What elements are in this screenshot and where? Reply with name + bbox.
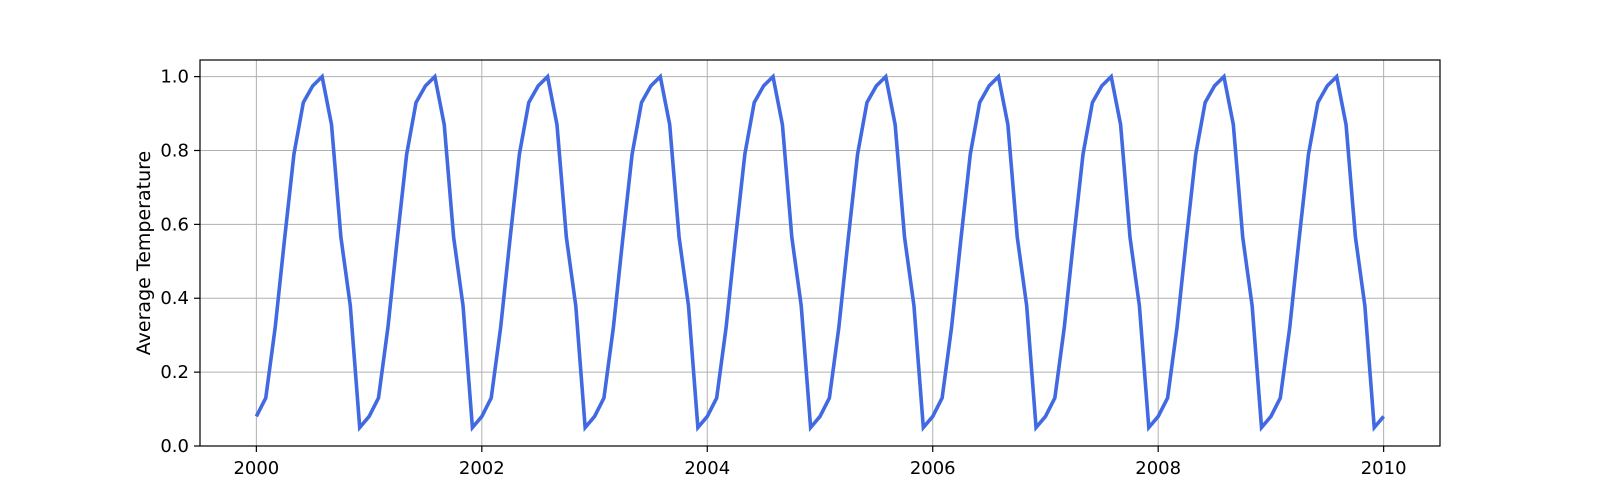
y-tick-label: 0.8 — [160, 140, 189, 161]
y-tick-label: 0.2 — [160, 362, 189, 383]
x-tick-label: 2010 — [1361, 458, 1407, 479]
y-tick-label: 0.6 — [160, 214, 189, 235]
x-axis: 2000 2002 2004 2006 2008 2010 — [233, 446, 1407, 479]
series-layer — [254, 72, 1386, 433]
x-tick-label: 2006 — [910, 458, 956, 479]
x-tick-label: 2002 — [459, 458, 505, 479]
plot-frame — [199, 59, 1441, 447]
x-tick-label: 2008 — [1135, 458, 1181, 479]
y-tick-label: 1.0 — [160, 67, 189, 88]
grid — [200, 60, 1440, 447]
x-tick-label: 2000 — [233, 458, 279, 479]
temperature-series-line — [254, 72, 1386, 433]
x-tick-label: 2004 — [684, 458, 730, 479]
y-axis-label: Average Temperature — [133, 151, 155, 355]
y-tick-label: 0.0 — [160, 436, 189, 457]
y-axis: 0.0 0.2 0.4 0.6 0.8 1.0 — [160, 67, 200, 457]
y-tick-label: 0.4 — [160, 288, 189, 309]
